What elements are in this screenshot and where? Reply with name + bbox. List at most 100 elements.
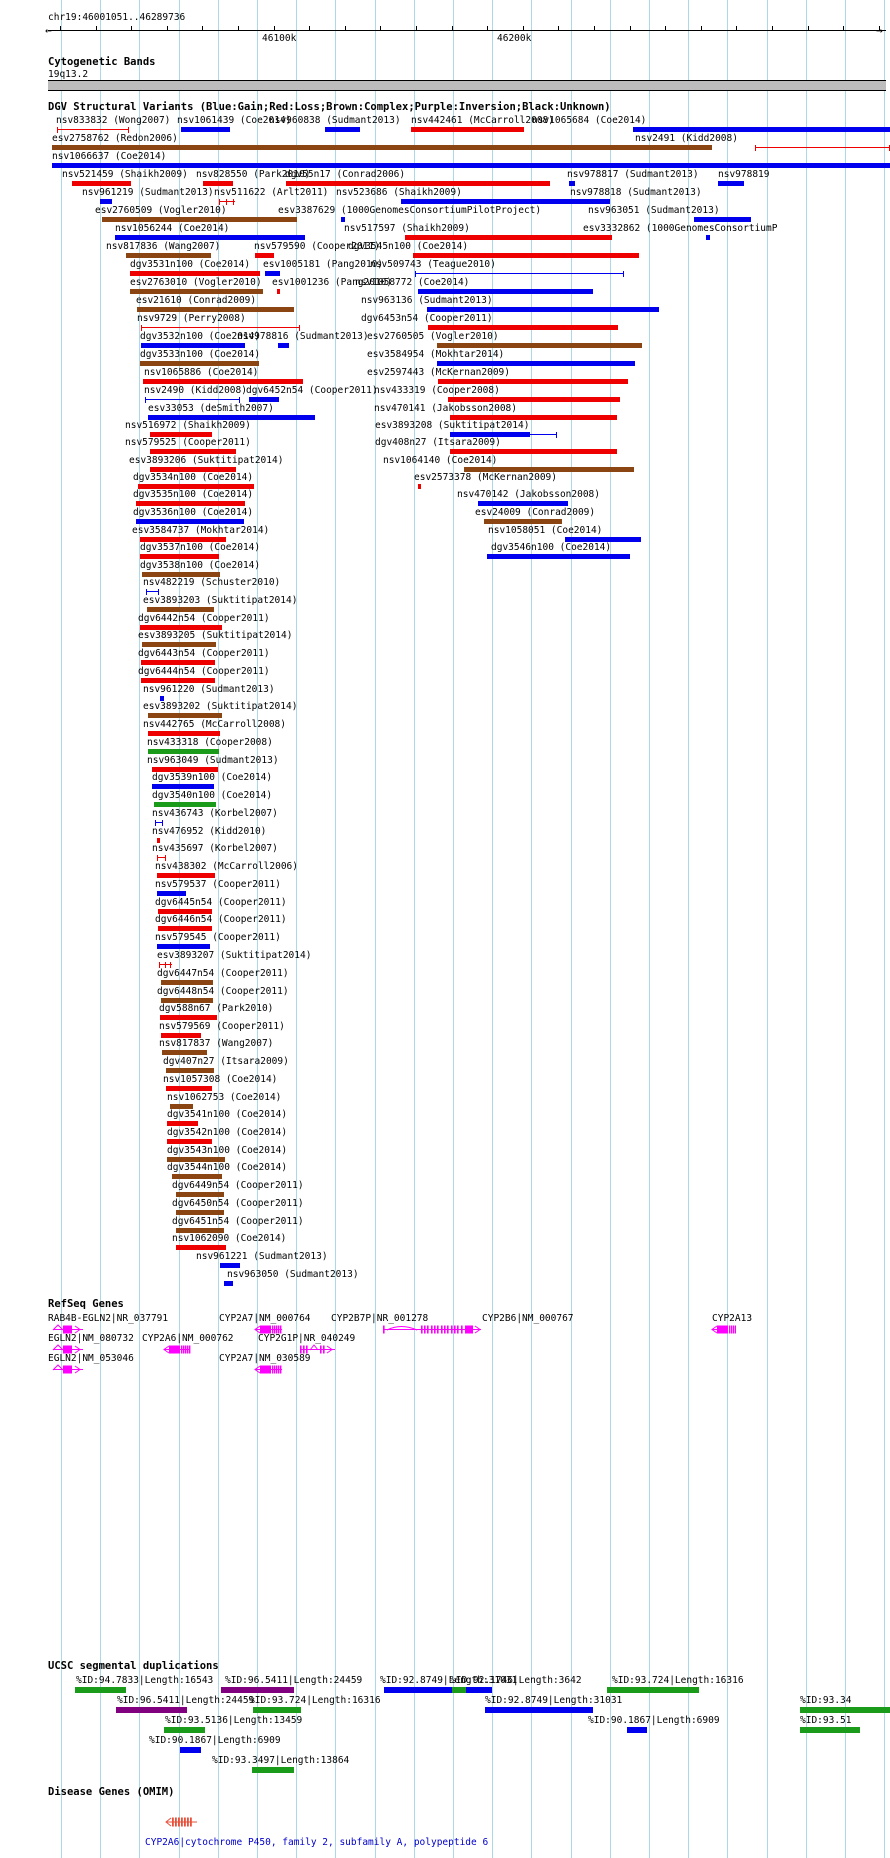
dgv-variant-bar[interactable] [448,397,620,402]
segdup-bar[interactable] [116,1707,187,1713]
dgv-variant-bar[interactable] [152,784,214,789]
dgv-variant-bar[interactable] [450,415,617,420]
dgv-variant-line[interactable] [145,399,240,400]
dgv-variant-bar[interactable] [694,217,751,222]
dgv-variant-bar[interactable] [148,749,219,754]
dgv-variant-bar[interactable] [176,1228,224,1233]
refseq-gene-model[interactable] [251,1324,290,1335]
segdup-bar[interactable] [627,1727,647,1733]
segdup-bar[interactable] [384,1687,492,1693]
dgv-variant-bar[interactable] [718,181,744,186]
dgv-variant-bar[interactable] [405,235,612,240]
dgv-variant-line[interactable] [157,857,166,858]
dgv-variant-bar[interactable] [464,467,634,472]
dgv-variant-bar[interactable] [166,1086,212,1091]
dgv-variant-bar[interactable] [162,1050,207,1055]
refseq-gene-model[interactable] [160,1344,197,1355]
dgv-variant-bar[interactable] [150,449,236,454]
dgv-variant-bar[interactable] [176,1245,226,1250]
dgv-variant-bar[interactable] [249,397,279,402]
dgv-variant-bar[interactable] [220,1263,240,1268]
dgv-variant-bar[interactable] [487,554,630,559]
dgv-variant-bar[interactable] [278,343,289,348]
dgv-variant-bar[interactable] [137,307,294,312]
segdup-bar[interactable] [180,1747,201,1753]
dgv-variant-bar[interactable] [255,253,274,258]
refseq-gene-model[interactable] [49,1344,91,1355]
dgv-variant-bar[interactable] [140,625,222,630]
dgv-variant-bar[interactable] [157,838,160,843]
dgv-variant-line[interactable] [159,964,172,965]
segdup-bar[interactable] [607,1687,699,1693]
dgv-variant-bar[interactable] [150,432,212,437]
segdup-bar[interactable] [800,1707,890,1713]
dgv-variant-line[interactable] [141,327,300,328]
dgv-variant-bar[interactable] [428,325,618,330]
dgv-variant-bar[interactable] [148,713,222,718]
dgv-variant-bar[interactable] [150,467,236,472]
dgv-variant-bar[interactable] [581,199,587,204]
dgv-variant-bar[interactable] [142,642,216,647]
segdup-bar[interactable] [452,1687,466,1693]
segdup-bar[interactable] [485,1707,593,1713]
dgv-variant-bar[interactable] [115,235,305,240]
segdup-bar[interactable] [75,1687,126,1693]
dgv-variant-bar[interactable] [102,217,297,222]
dgv-variant-bar[interactable] [565,537,641,542]
refseq-gene-model[interactable] [379,1324,489,1335]
dgv-variant-bar[interactable] [265,271,280,276]
dgv-variant-bar[interactable] [418,484,421,489]
dgv-variant-bar[interactable] [130,271,260,276]
dgv-variant-bar[interactable] [633,127,890,132]
dgv-variant-bar[interactable] [181,127,230,132]
dgv-variant-bar[interactable] [140,554,219,559]
dgv-variant-bar[interactable] [138,484,254,489]
dgv-variant-bar[interactable] [140,361,259,366]
dgv-variant-line[interactable] [146,591,159,592]
dgv-variant-bar[interactable] [136,501,245,506]
dgv-variant-bar[interactable] [154,802,216,807]
dgv-variant-bar[interactable] [160,696,164,701]
dgv-variant-bar[interactable] [136,519,244,524]
dgv-variant-bar[interactable] [167,1121,198,1126]
dgv-variant-bar[interactable] [170,1104,193,1109]
dgv-variant-line[interactable] [755,147,890,148]
dgv-variant-bar[interactable] [203,181,233,186]
dgv-variant-bar[interactable] [157,873,215,878]
dgv-variant-bar[interactable] [161,1033,201,1038]
dgv-variant-line[interactable] [415,273,624,274]
dgv-variant-bar[interactable] [437,361,635,366]
dgv-variant-bar[interactable] [569,181,575,186]
refseq-gene-model[interactable] [708,1324,736,1335]
dgv-variant-bar[interactable] [224,1281,233,1286]
dgv-variant-bar[interactable] [172,1174,222,1179]
dgv-variant-bar[interactable] [401,199,610,204]
refseq-gene-model[interactable] [49,1324,91,1335]
dgv-variant-bar[interactable] [148,731,220,736]
refseq-gene-model[interactable] [49,1364,91,1375]
dgv-variant-bar[interactable] [325,127,360,132]
segdup-bar[interactable] [800,1727,860,1733]
dgv-variant-bar[interactable] [286,181,550,186]
refseq-gene-model[interactable] [296,1344,343,1355]
dgv-variant-bar[interactable] [140,537,226,542]
omim-gene-model[interactable] [164,1816,203,1828]
dgv-variant-bar[interactable] [52,163,890,168]
dgv-variant-bar[interactable] [143,379,303,384]
dgv-variant-bar[interactable] [427,307,659,312]
segdup-bar[interactable] [253,1707,301,1713]
dgv-variant-bar[interactable] [160,1015,217,1020]
dgv-variant-bar[interactable] [478,501,568,506]
dgv-variant-bar[interactable] [277,289,280,294]
dgv-variant-bar[interactable] [72,181,131,186]
dgv-variant-bar[interactable] [142,572,220,577]
dgv-variant-line[interactable] [219,201,235,202]
dgv-variant-bar[interactable] [167,1157,225,1162]
dgv-variant-bar[interactable] [161,998,213,1003]
dgv-variant-bar[interactable] [450,449,617,454]
cytoband-bar[interactable] [48,80,886,91]
dgv-variant-bar[interactable] [100,199,112,204]
dgv-variant-bar[interactable] [438,379,628,384]
dgv-variant-bar[interactable] [166,1068,214,1073]
dgv-variant-bar[interactable] [167,1139,212,1144]
